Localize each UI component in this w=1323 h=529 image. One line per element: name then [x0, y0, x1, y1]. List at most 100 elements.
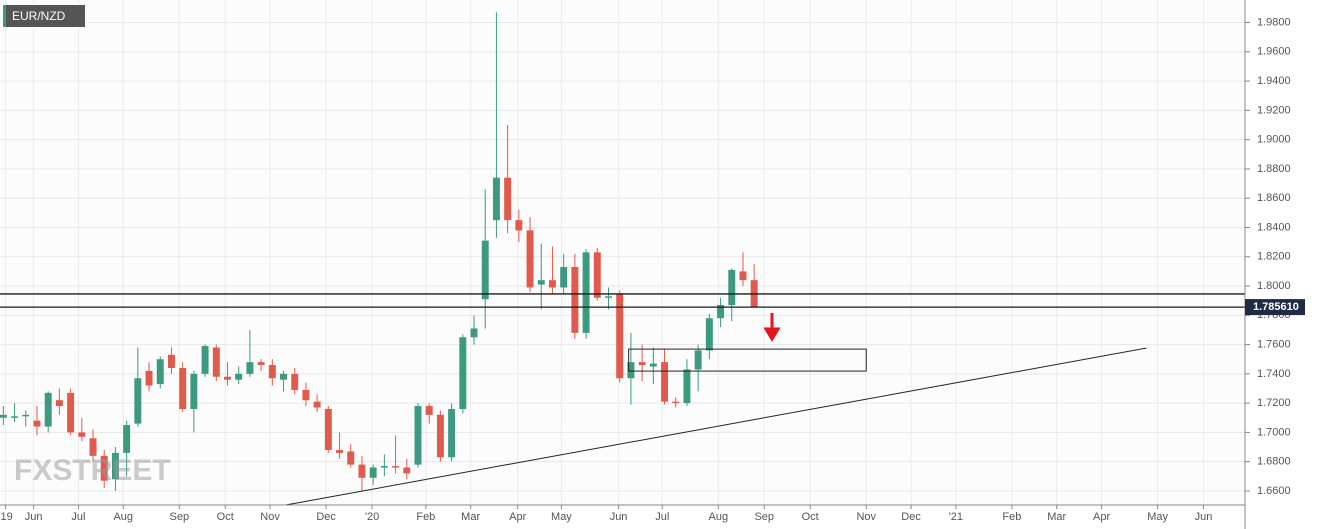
- candle-body: [515, 220, 523, 231]
- candle-body: [571, 266, 579, 333]
- price-tag-label: 1.785610: [1253, 301, 1299, 313]
- x-tick-label: Apr: [1093, 511, 1110, 523]
- y-tick-label: 1.6600: [1257, 485, 1291, 497]
- candle-body: [717, 305, 725, 319]
- y-tick-label: 1.9400: [1257, 75, 1291, 87]
- candle-body: [324, 408, 332, 450]
- x-tick-label: Dec: [901, 511, 921, 523]
- y-tick-label: 1.8200: [1257, 251, 1291, 263]
- candle-body: [336, 449, 344, 453]
- down-arrow: [763, 313, 781, 342]
- marks: [0, 12, 1245, 505]
- x-tick-label: Jun: [25, 511, 43, 523]
- candle-body: [358, 464, 366, 478]
- x-tick-label: '19: [0, 511, 13, 523]
- candle-body: [683, 369, 691, 404]
- x-tick-label: Jul: [71, 511, 85, 523]
- candle-body: [33, 420, 41, 427]
- x-tick-label: Aug: [113, 511, 133, 523]
- candle-body: [616, 293, 624, 379]
- candle-body: [268, 365, 276, 379]
- x-tick-label: Aug: [709, 511, 729, 523]
- candle-body: [694, 350, 702, 370]
- candle-body: [537, 280, 545, 285]
- candle-body: [257, 362, 265, 366]
- candle-body: [448, 408, 456, 458]
- candle-body: [224, 376, 231, 380]
- x-tick-label: Nov: [856, 511, 876, 523]
- candle-body: [22, 414, 30, 417]
- x-tick-label: Jul: [655, 511, 669, 523]
- candle-body: [11, 416, 19, 418]
- candle-body: [67, 392, 75, 433]
- y-tick-label: 1.9600: [1257, 46, 1291, 58]
- x-tick-label: '21: [949, 511, 963, 523]
- symbol-badge-accent: [3, 5, 6, 27]
- y-tick-label: 1.7200: [1257, 397, 1291, 409]
- candle-body: [560, 266, 568, 288]
- candle-body: [593, 252, 601, 298]
- candle-body: [380, 466, 388, 468]
- candle-body: [179, 367, 187, 409]
- x-tick-label: May: [551, 511, 572, 523]
- candle-body: [0, 414, 7, 418]
- x-tick-label: '20: [365, 511, 379, 523]
- candle-body: [313, 401, 321, 408]
- candle-body: [649, 363, 657, 367]
- candle-body: [436, 414, 444, 458]
- symbol-label: EUR/NZD: [12, 9, 66, 23]
- y-tick-label: 1.8000: [1257, 280, 1291, 292]
- x-tick-label: Sep: [754, 511, 774, 523]
- candle-body: [302, 389, 310, 401]
- candle-body: [470, 328, 478, 338]
- candle-body: [100, 455, 108, 481]
- candle-body: [425, 406, 433, 415]
- y-tick-label: 1.9800: [1257, 16, 1291, 28]
- candle-body: [134, 378, 142, 424]
- target-zone: [628, 348, 867, 372]
- candle-body: [414, 406, 422, 465]
- y-tick-label: 1.8800: [1257, 163, 1291, 175]
- candle-body: [190, 373, 198, 409]
- candle-body: [89, 438, 97, 456]
- candle-body: [582, 252, 590, 333]
- candle-body: [111, 452, 119, 480]
- candle-body: [548, 280, 556, 288]
- y-tick-label: 1.7600: [1257, 338, 1291, 350]
- candle-body: [201, 346, 209, 374]
- x-tick-label: Feb: [1002, 511, 1021, 523]
- price-tag: [1245, 299, 1305, 316]
- x-tick-label: Jun: [1195, 511, 1213, 523]
- candle-body: [605, 296, 612, 298]
- candle-body: [492, 177, 500, 221]
- x-tick-label: Feb: [416, 511, 435, 523]
- x-tick-label: Nov: [260, 511, 280, 523]
- watermark: FXSTREET: [14, 454, 171, 487]
- candle-body: [280, 373, 287, 380]
- candle-body: [123, 425, 131, 453]
- candle-body: [235, 373, 243, 380]
- candle-body: [167, 354, 175, 368]
- candle-body: [78, 432, 86, 437]
- candle-body: [705, 318, 713, 351]
- x-tick-label: Mar: [1047, 511, 1066, 523]
- candle-body: [627, 362, 635, 379]
- candle-body: [145, 370, 153, 386]
- candle-body: [728, 269, 736, 306]
- grid: [0, 0, 1245, 505]
- x-tick-label: Apr: [509, 511, 526, 523]
- axes: 1.6600 1.6800 1.7000 1.7200 1.7400 1.7600 1.78…: [0, 16, 1305, 523]
- candle-body: [661, 362, 668, 402]
- candle-body: [55, 400, 63, 407]
- symbol-badge: [3, 5, 85, 27]
- y-tick-label: 1.6800: [1257, 456, 1291, 468]
- y-tick-label: 1.8400: [1257, 221, 1291, 233]
- candle-body: [739, 271, 747, 281]
- x-tick-label: May: [1147, 511, 1168, 523]
- candle-body: [156, 359, 164, 385]
- candle-body: [526, 230, 534, 288]
- candle-body: [246, 362, 254, 374]
- candle-body: [638, 362, 646, 366]
- x-tick-label: Sep: [170, 511, 190, 523]
- plot-area: [0, 0, 1245, 505]
